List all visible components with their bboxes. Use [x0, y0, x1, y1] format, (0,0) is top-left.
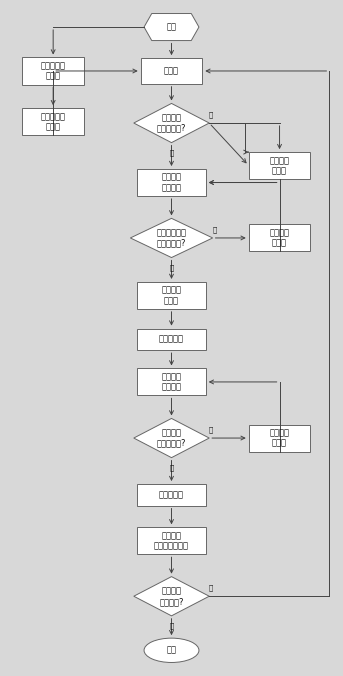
Text: 起动主动
力系统: 起动主动 力系统	[162, 286, 181, 305]
Polygon shape	[134, 577, 209, 616]
FancyBboxPatch shape	[137, 368, 206, 395]
Text: 缆绳速度实
时检测: 缆绳速度实 时检测	[41, 62, 66, 80]
FancyBboxPatch shape	[141, 58, 202, 84]
Text: 否: 否	[209, 585, 213, 592]
Text: 停止收缆
关闭主动力系统: 停止收缆 关闭主动力系统	[154, 531, 189, 550]
FancyBboxPatch shape	[249, 425, 310, 452]
Text: 否: 否	[212, 226, 216, 233]
Text: 是: 是	[169, 464, 174, 471]
FancyBboxPatch shape	[137, 527, 206, 554]
FancyBboxPatch shape	[22, 57, 84, 84]
Text: 结束: 结束	[166, 646, 177, 655]
Polygon shape	[134, 103, 209, 143]
Ellipse shape	[144, 638, 199, 662]
Text: 否: 否	[209, 112, 213, 118]
Text: 打开制动器: 打开制动器	[159, 335, 184, 344]
Text: 拖缆滚筒
主动收缆: 拖缆滚筒 主动收缆	[162, 372, 181, 391]
Text: 缆绳释放长度
大于释放值?: 缆绳释放长度 大于释放值?	[156, 228, 187, 247]
Text: 拖缆滚筒
被动放缆: 拖缆滚筒 被动放缆	[162, 173, 181, 192]
Text: 拖缆绞车
无动作: 拖缆绞车 无动作	[270, 429, 289, 448]
Text: 关闭制动器: 关闭制动器	[159, 490, 184, 500]
Text: 拖缆绞车
无动作: 拖缆绞车 无动作	[270, 156, 289, 175]
FancyBboxPatch shape	[137, 484, 206, 506]
Polygon shape	[144, 14, 199, 41]
Text: 是: 是	[169, 149, 174, 156]
Text: 拖缆绞车
无动作: 拖缆绞车 无动作	[270, 228, 289, 247]
Polygon shape	[130, 218, 213, 258]
Text: 否: 否	[209, 427, 213, 433]
FancyBboxPatch shape	[137, 329, 206, 350]
Text: 是: 是	[169, 264, 174, 271]
FancyBboxPatch shape	[249, 224, 310, 251]
Text: 缆绳收放长
度转换: 缆绳收放长 度转换	[41, 112, 66, 131]
FancyBboxPatch shape	[22, 108, 84, 135]
FancyBboxPatch shape	[137, 282, 206, 309]
Text: 初始化: 初始化	[164, 66, 179, 76]
Text: 自动张紧
功能结束?: 自动张紧 功能结束?	[159, 587, 184, 606]
Text: 准备: 准备	[166, 22, 177, 32]
FancyBboxPatch shape	[249, 152, 310, 179]
FancyBboxPatch shape	[137, 169, 206, 196]
Text: 外部负载
大于张紧力?: 外部负载 大于张紧力?	[157, 114, 186, 132]
Text: 收缆长度
大于设定值?: 收缆长度 大于设定值?	[157, 429, 186, 448]
Text: 是: 是	[169, 623, 174, 629]
Polygon shape	[134, 418, 209, 458]
